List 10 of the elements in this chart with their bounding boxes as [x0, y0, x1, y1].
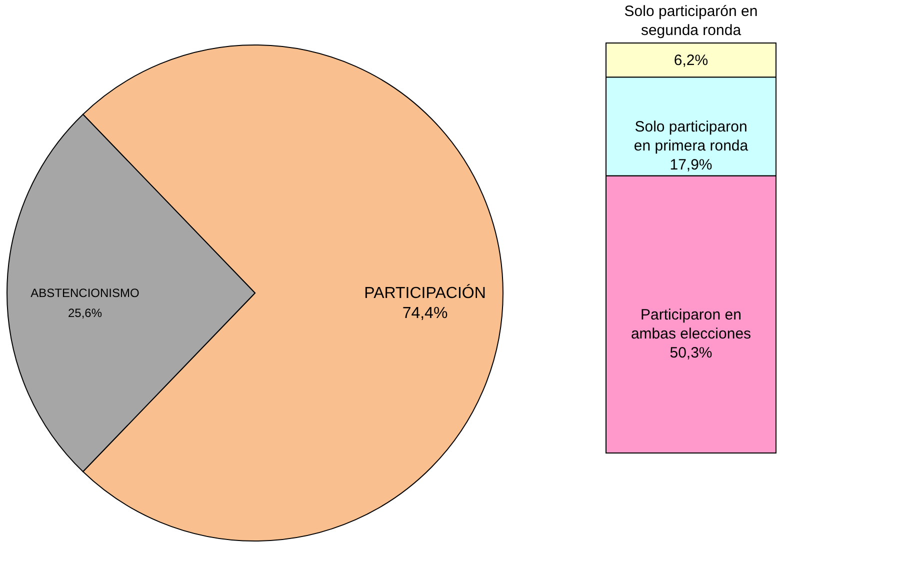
data-label: 74,4%	[402, 305, 448, 322]
data-label: 6,2%	[674, 52, 708, 70]
series-label: Participaron en ambas elecciones	[630, 306, 752, 342]
slice-label: ABSTENCIONISMO	[30, 286, 140, 300]
data-label: 17,9%	[670, 156, 712, 174]
series-label: Solo participaron en primera ronda	[634, 118, 749, 154]
series-label: Solo participarón en segunda ronda	[624, 3, 758, 40]
data-label: 25,6%	[68, 306, 102, 320]
slice-label: PARTICIPACIÓN	[364, 284, 486, 302]
data-label: 50,3%	[670, 344, 712, 362]
